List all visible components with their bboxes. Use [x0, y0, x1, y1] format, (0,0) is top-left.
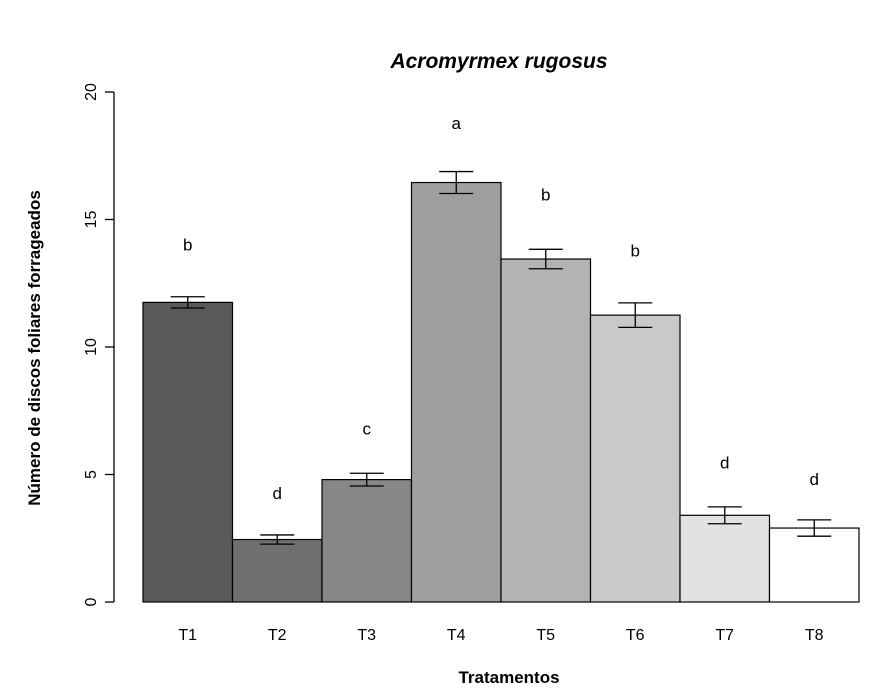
error-bar-t5 — [528, 248, 563, 270]
error-bar-t7 — [707, 506, 742, 525]
y-tick-label: 15 — [83, 211, 100, 229]
y-tick-label: 0 — [83, 597, 100, 606]
x-tick-label-t8: T8 — [805, 627, 824, 644]
y-axis: 0 5 10 15 20 — [83, 83, 115, 606]
bar-t2 — [231, 538, 323, 603]
significance-letter-t4: a — [452, 114, 462, 133]
x-tick-label-t5: T5 — [536, 627, 555, 644]
significance-letter-t8: d — [810, 470, 819, 489]
error-bar-t3 — [349, 472, 384, 487]
x-tick-label-t3: T3 — [357, 627, 376, 644]
y-tick-label: 10 — [83, 338, 100, 356]
error-bar-t1 — [170, 296, 205, 309]
significance-letter-t1: b — [183, 235, 192, 254]
significance-letter-t5: b — [541, 186, 550, 205]
bar-t8 — [768, 527, 860, 603]
bar-t6 — [589, 314, 681, 603]
significance-letter-t7: d — [720, 453, 729, 472]
bar-t1 — [142, 301, 234, 603]
y-tick-label: 20 — [83, 83, 100, 101]
x-tick-label-t7: T7 — [715, 627, 734, 644]
x-tick-labels-group: T1 T2 T3 T4 T5 T6 T7 T8 — [178, 627, 823, 644]
bar-t4 — [410, 181, 502, 603]
bar-t7 — [679, 514, 771, 603]
chart-title: Acromyrmex rugosus — [389, 50, 607, 73]
x-tick-label-t6: T6 — [626, 627, 645, 644]
y-axis-label: Número de discos foliares forrageados — [25, 190, 44, 506]
x-tick-label-t2: T2 — [268, 627, 287, 644]
significance-letter-t3: c — [363, 420, 372, 439]
bar-t3 — [321, 479, 413, 603]
error-bar-t6 — [618, 302, 653, 329]
error-bar-t2 — [260, 534, 295, 545]
bars-group — [142, 181, 860, 603]
error-bar-t4 — [439, 170, 474, 195]
significance-letter-t6: b — [631, 242, 640, 261]
y-tick-label: 5 — [83, 470, 100, 479]
x-tick-label-t1: T1 — [178, 627, 197, 644]
error-bar-t8 — [797, 519, 832, 537]
error-bars-group — [170, 170, 832, 545]
x-tick-label-t4: T4 — [447, 627, 466, 644]
bar-t5 — [500, 258, 592, 603]
significance-letter-t2: d — [273, 484, 282, 503]
x-axis-label: Tratamentos — [458, 668, 559, 687]
significance-letters-group: b d c a b b d d — [183, 114, 819, 503]
